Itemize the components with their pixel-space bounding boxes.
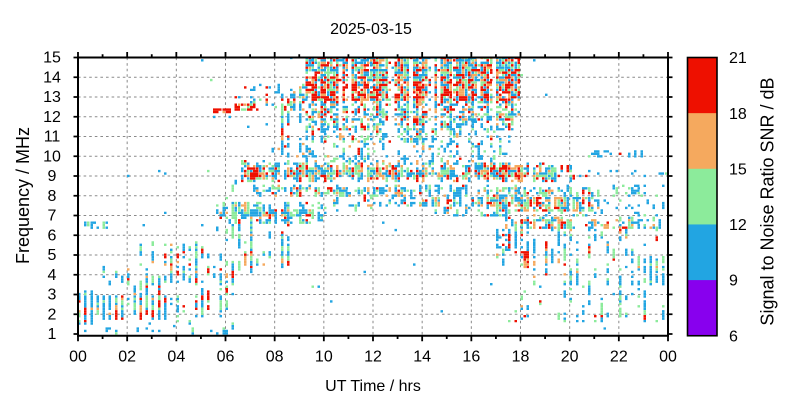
svg-text:15: 15 — [43, 50, 61, 67]
svg-text:11: 11 — [44, 129, 61, 146]
svg-text:7: 7 — [48, 208, 57, 225]
svg-text:2025-03-15: 2025-03-15 — [330, 21, 412, 38]
svg-text:04: 04 — [167, 349, 185, 366]
svg-text:00: 00 — [69, 349, 87, 366]
svg-text:22: 22 — [610, 349, 628, 366]
svg-text:00: 00 — [659, 349, 677, 366]
svg-text:16: 16 — [462, 349, 480, 366]
svg-text:2: 2 — [48, 306, 57, 323]
svg-text:8: 8 — [48, 188, 57, 205]
svg-text:4: 4 — [48, 267, 57, 284]
svg-text:15: 15 — [729, 161, 747, 178]
svg-text:3: 3 — [48, 287, 57, 304]
svg-text:10: 10 — [43, 148, 61, 165]
svg-text:20: 20 — [561, 349, 579, 366]
svg-text:18: 18 — [512, 349, 530, 366]
svg-text:5: 5 — [48, 247, 57, 264]
svg-text:12: 12 — [43, 109, 61, 126]
svg-text:14: 14 — [413, 349, 431, 366]
svg-text:06: 06 — [217, 349, 235, 366]
svg-text:18: 18 — [729, 106, 747, 123]
svg-text:9: 9 — [729, 273, 738, 290]
svg-text:1: 1 — [48, 326, 57, 343]
svg-text:Signal to Noise Ratio SNR / dB: Signal to Noise Ratio SNR / dB — [758, 77, 778, 325]
svg-text:12: 12 — [729, 217, 747, 234]
svg-text:10: 10 — [315, 349, 333, 366]
svg-text:02: 02 — [118, 349, 136, 366]
svg-text:6: 6 — [48, 227, 57, 244]
svg-text:21: 21 — [729, 50, 747, 67]
svg-text:13: 13 — [43, 89, 61, 106]
svg-text:Frequency / MHz: Frequency / MHz — [13, 127, 33, 264]
svg-text:9: 9 — [48, 168, 57, 185]
svg-text:08: 08 — [266, 349, 284, 366]
svg-text:14: 14 — [43, 69, 61, 86]
svg-text:12: 12 — [364, 349, 382, 366]
svg-text:6: 6 — [729, 328, 738, 345]
svg-text:UT Time / hrs: UT Time / hrs — [325, 378, 421, 395]
